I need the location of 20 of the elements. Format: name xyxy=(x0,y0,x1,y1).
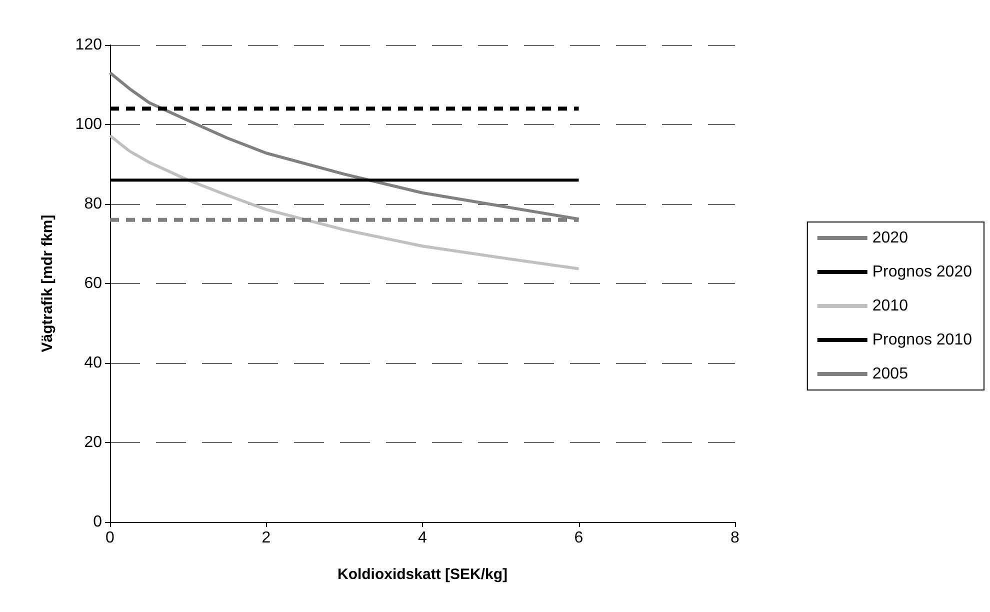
legend-label: Prognos 2010 xyxy=(872,332,972,348)
legend-label: Prognos 2020 xyxy=(872,264,972,280)
y-tick-label: 100 xyxy=(75,116,102,133)
y-tick-label: 20 xyxy=(84,434,102,451)
legend-label: 2020 xyxy=(872,230,908,246)
legend-label: 2005 xyxy=(872,366,908,382)
y-tick-label: 40 xyxy=(84,354,102,372)
x-tick-label: 2 xyxy=(262,530,271,546)
y-tick-label: 60 xyxy=(84,275,102,292)
x-axis-title: Koldioxidskatt [SEK/kg] xyxy=(337,566,508,583)
legend-label: 2010 xyxy=(872,298,908,314)
y-tick-label: 80 xyxy=(84,196,102,212)
x-tick-label: 0 xyxy=(106,530,115,546)
y-tick-label: 120 xyxy=(75,36,102,54)
line-series xyxy=(108,134,580,270)
x-tick-label: 6 xyxy=(574,530,584,546)
y-axis-title: Vägtrafik [mdr fkm] xyxy=(39,214,56,352)
x-tick-label: 4 xyxy=(418,530,428,546)
y-tick-label: 0 xyxy=(93,514,102,530)
x-tick-label: 8 xyxy=(730,530,740,546)
